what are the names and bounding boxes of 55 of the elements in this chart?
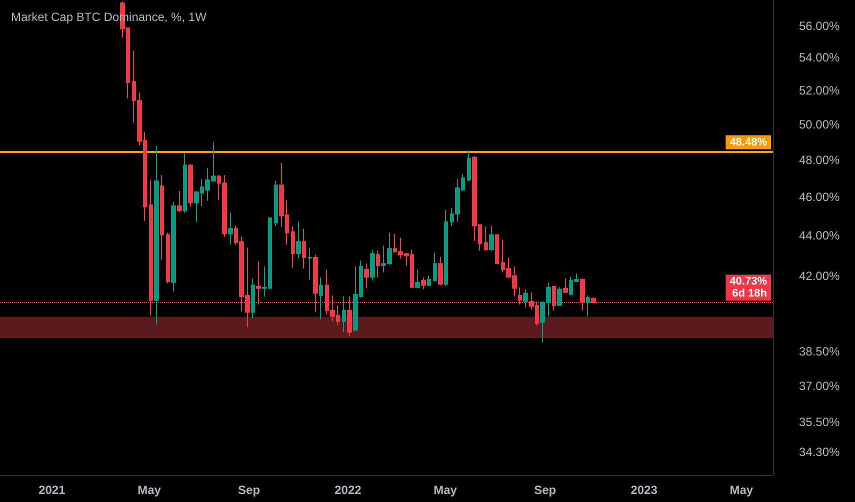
candlestick [251,278,255,319]
y-tick-label: 50.00% [799,117,840,132]
candlestick [438,256,443,286]
x-tick-label: May [138,483,162,497]
y-tick-label: 52.00% [799,83,840,98]
candlestick [319,276,323,320]
candlestick [495,234,499,264]
x-tick-label: 2021 [38,483,66,497]
candlestick [484,226,488,252]
candlestick [523,288,528,308]
x-tick-label: 2022 [334,483,362,497]
x-tick-label: 2023 [630,483,658,497]
candlestick [427,275,431,287]
x-tick-label: May [730,483,754,497]
x-tick-label: Sep [238,483,260,497]
candlestick [296,221,301,260]
y-tick-label: 35.50% [799,415,840,430]
candlestick [291,226,295,268]
y-tick-label: 54.00% [799,50,840,65]
candlestick [364,263,369,289]
y-tick-label: 37.00% [799,379,840,394]
candlestick [166,232,170,284]
candlestick [302,228,306,270]
y-tick-label: 34.30% [799,444,840,459]
candlestick [160,174,164,260]
candlestick [421,276,426,290]
y-tick-label: 44.00% [799,228,840,243]
ref-line-label: 40.73% 6d 18h [730,276,768,300]
y-tick-label: 42.00% [799,268,840,283]
candlestick [370,249,375,281]
x-tick-label: Sep [534,483,556,497]
y-tick-label: 38.50% [799,344,840,359]
ref-line-label: 48.48% [730,136,768,148]
candlestick [563,278,568,293]
candlestick [467,150,471,182]
candlestick [489,225,494,252]
candlestick [415,269,420,289]
candlestick [444,209,448,287]
candlestick [177,190,182,212]
candlestick [557,286,562,306]
candlestick [433,252,437,282]
y-tick-label: 48.00% [799,152,840,167]
candlestick [376,250,380,278]
candlestick [228,212,233,246]
candlestick [183,152,187,214]
candlestick [154,146,159,325]
y-tick-label: 46.00% [799,190,840,204]
candlestick [171,201,176,292]
candlestick [274,180,278,226]
candlestick [586,294,590,317]
candlestick [342,296,346,333]
candlestick [188,164,193,208]
candlestick [308,247,312,280]
x-tick-label: May [434,483,458,497]
y-tick-label: 56.00% [799,18,840,33]
